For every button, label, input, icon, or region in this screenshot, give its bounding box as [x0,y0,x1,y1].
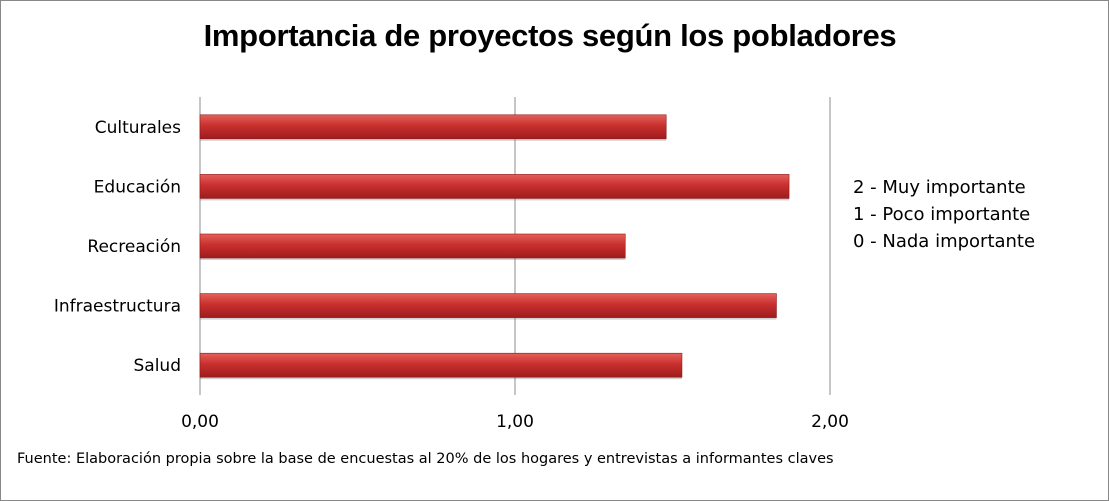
legend-entry-poco-importante: 1 - Poco importante [853,204,1031,225]
importance-scale-legend: 2 - Muy importante 1 - Poco importante 0… [853,174,1035,255]
bar-infraestructura [199,293,777,318]
bar-educación [199,174,790,199]
bar-culturales [199,114,667,140]
category-label-4: Salud [134,356,182,376]
x-tick-label-2: 2,00 [811,412,849,432]
source-note: Fuente: Elaboración propia sobre la base… [17,451,834,467]
category-label-0: Culturales [95,118,181,138]
x-tick-label-1: 1,00 [496,412,534,432]
legend-entry-muy-importante: 2 - Muy importante [853,177,1026,198]
chart-title: Importancia de proyectos según los pobla… [203,18,897,53]
category-label-1: Educación [94,177,181,197]
category-label-2: Recreación [87,237,181,257]
x-tick-label-0: 0,00 [181,412,219,432]
legend-entry-nada-importante: 0 - Nada importante [853,231,1036,252]
category-label-3: Infraestructura [54,297,181,317]
bar-salud [199,352,683,378]
bar-recreación [199,233,626,259]
